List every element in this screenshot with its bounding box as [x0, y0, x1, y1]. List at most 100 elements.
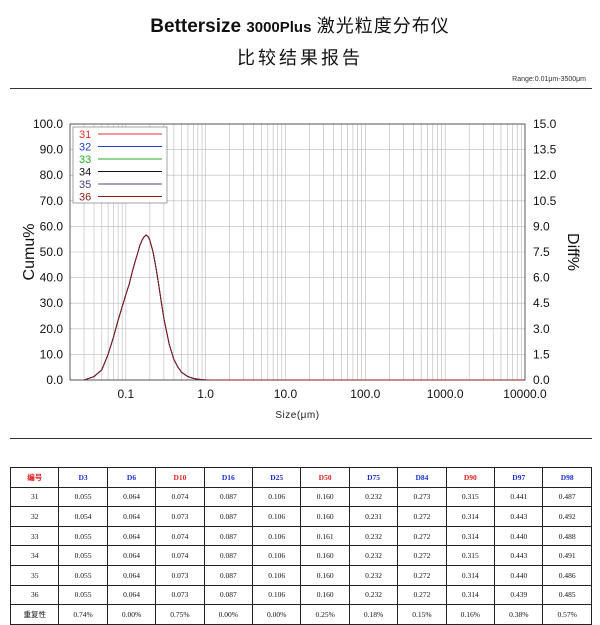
y-tick-label-left: 0.0 — [46, 373, 63, 387]
table-cell: 0.273 — [397, 486, 447, 508]
table-cell: 0.160 — [300, 486, 350, 508]
table-cell: 0.00% — [106, 604, 157, 625]
table-header-row: 编号 D3 D6 D10 D16 D25 D50 D75 D84 D90 D97 D98 — [9, 467, 592, 488]
table-cell: 0.087 — [203, 545, 254, 566]
table-row: 32 0.054 0.064 0.073 0.087 0.106 0.160 0.231 0.2… — [9, 506, 592, 527]
y-tick-label-right: 15.0 — [533, 117, 557, 131]
y-axis-label-right: Diff% — [564, 233, 581, 271]
y-tick-label-left: 30.0 — [40, 296, 64, 310]
column-header: D3 — [58, 467, 108, 488]
table-row: 重复性 0.74% 0.00% 0.75% 0.00% 0.00% 0.25% 0.18% 0.… — [9, 604, 592, 625]
table-cell: 35 — [9, 564, 60, 586]
y-tick-label-right: 10.5 — [533, 194, 557, 208]
table-cell: 0.488 — [542, 525, 592, 547]
legend-box — [72, 126, 168, 204]
table-cell: 0.055 — [58, 486, 108, 508]
table-cell: 0.160 — [300, 506, 350, 527]
y-tick-label-right: 6.0 — [533, 271, 550, 285]
table-cell: 0.073 — [155, 564, 205, 586]
y-tick-label-right: 4.5 — [533, 296, 550, 310]
y-axis-label-left: Cumu% — [21, 224, 38, 281]
table-cell: 0.440 — [494, 564, 544, 586]
table-cell: 32 — [9, 506, 60, 527]
model-name: 3000Plus — [246, 19, 312, 36]
table-cell: 0.074 — [155, 486, 205, 508]
brand-name: Bettersize — [150, 16, 242, 37]
x-tick-label: 1000.0 — [427, 387, 464, 401]
header-divider — [10, 88, 592, 89]
table-cell: 0.087 — [203, 506, 254, 527]
column-header: D10 — [155, 467, 205, 488]
table-cell: 0.232 — [348, 564, 399, 586]
y-tick-label-right: 13.5 — [533, 143, 557, 157]
table-cell: 0.491 — [542, 545, 592, 566]
table-cell: 0.38% — [494, 604, 544, 625]
table-cell: 0.272 — [397, 584, 447, 606]
table-cell: 0.487 — [542, 486, 592, 508]
table-cell: 0.106 — [252, 545, 302, 566]
y-tick-label-right: 9.0 — [533, 219, 550, 233]
y-tick-label-right: 1.5 — [533, 347, 550, 361]
report-title: Bettersize 3000Plus 激光粒度分布仪 — [0, 12, 600, 38]
table-cell: 0.314 — [445, 525, 496, 547]
table-cell: 0.055 — [58, 564, 108, 586]
y-tick-label-right: 12.0 — [533, 168, 557, 182]
table-cell: 0.314 — [445, 584, 496, 606]
series-line-36 — [83, 234, 525, 381]
y-tick-label-left: 50.0 — [40, 245, 64, 259]
column-header: D50 — [300, 467, 350, 488]
table-cell: 0.314 — [445, 564, 496, 586]
table-cell: 31 — [9, 486, 60, 508]
column-header: D6 — [106, 467, 157, 488]
chart-divider — [10, 438, 592, 439]
table-cell: 0.74% — [58, 604, 108, 625]
results-table: 编号 D3 D6 D10 D16 D25 D50 D75 D84 D90 D97 D98 31 0.05… — [9, 467, 592, 625]
x-tick-label: 1.0 — [197, 387, 214, 401]
table-body: 31 0.055 0.064 0.074 0.087 0.106 0.160 0.232 0.2… — [9, 486, 592, 625]
table-cell: 34 — [9, 545, 60, 566]
table-cell: 0.232 — [348, 525, 399, 547]
table-row: 33 0.055 0.064 0.074 0.087 0.106 0.161 0.232 0.2… — [9, 525, 592, 547]
table-cell: 0.106 — [252, 486, 302, 508]
column-header: D97 — [494, 467, 544, 488]
table-cell: 0.074 — [155, 525, 205, 547]
y-tick-label-right: 0.0 — [533, 373, 550, 387]
y-tick-label-left: 20.0 — [40, 322, 64, 336]
table-cell: 0.315 — [445, 545, 496, 566]
y-tick-label-left: 70.0 — [40, 194, 64, 208]
table-cell: 0.087 — [203, 584, 254, 606]
table-cell: 0.087 — [203, 564, 254, 586]
table-cell: 0.440 — [494, 525, 544, 547]
x-tick-label: 100.0 — [350, 387, 380, 401]
y-tick-label-left: 80.0 — [40, 168, 64, 182]
table-cell: 0.232 — [348, 486, 399, 508]
table-row: 34 0.055 0.064 0.074 0.087 0.106 0.160 0.232 0.2… — [9, 545, 592, 566]
column-header: 编号 — [9, 467, 60, 488]
column-header: D16 — [203, 467, 254, 488]
legend-label-31: 31 — [79, 129, 91, 141]
table-row: 31 0.055 0.064 0.074 0.087 0.106 0.160 0.232 0.2… — [9, 486, 592, 508]
table-cell: 0.064 — [106, 506, 157, 527]
table-cell: 0.055 — [58, 525, 108, 547]
column-header: D90 — [445, 467, 496, 488]
table-cell: 0.064 — [106, 486, 157, 508]
table-cell: 0.272 — [397, 545, 447, 566]
table-cell: 0.75% — [155, 604, 205, 625]
table-cell: 0.232 — [348, 545, 399, 566]
table-cell: 0.087 — [203, 525, 254, 547]
table-row: 36 0.055 0.064 0.073 0.087 0.106 0.160 0.232 0.2… — [9, 584, 592, 606]
particle-size-chart: 0.0 10.0 20.0 30.0 40.0 50.0 60.0 70.0 80.0 90.0 1… — [21, 117, 581, 421]
table-cell: 0.073 — [155, 584, 205, 606]
y-tick-label-right: 3.0 — [533, 322, 550, 336]
table-cell: 0.486 — [542, 564, 592, 586]
y-tick-label-left: 60.0 — [40, 219, 64, 233]
table-cell: 0.161 — [300, 525, 350, 547]
x-tick-label: 10.0 — [274, 387, 298, 401]
table-cell: 0.160 — [300, 564, 350, 586]
table-cell: 36 — [9, 584, 60, 606]
table-cell: 0.314 — [445, 506, 496, 527]
table-cell: 0.160 — [300, 584, 350, 606]
table-cell: 0.064 — [106, 545, 157, 566]
y-tick-label-left: 10.0 — [40, 347, 64, 361]
legend-label-36: 36 — [79, 192, 91, 204]
